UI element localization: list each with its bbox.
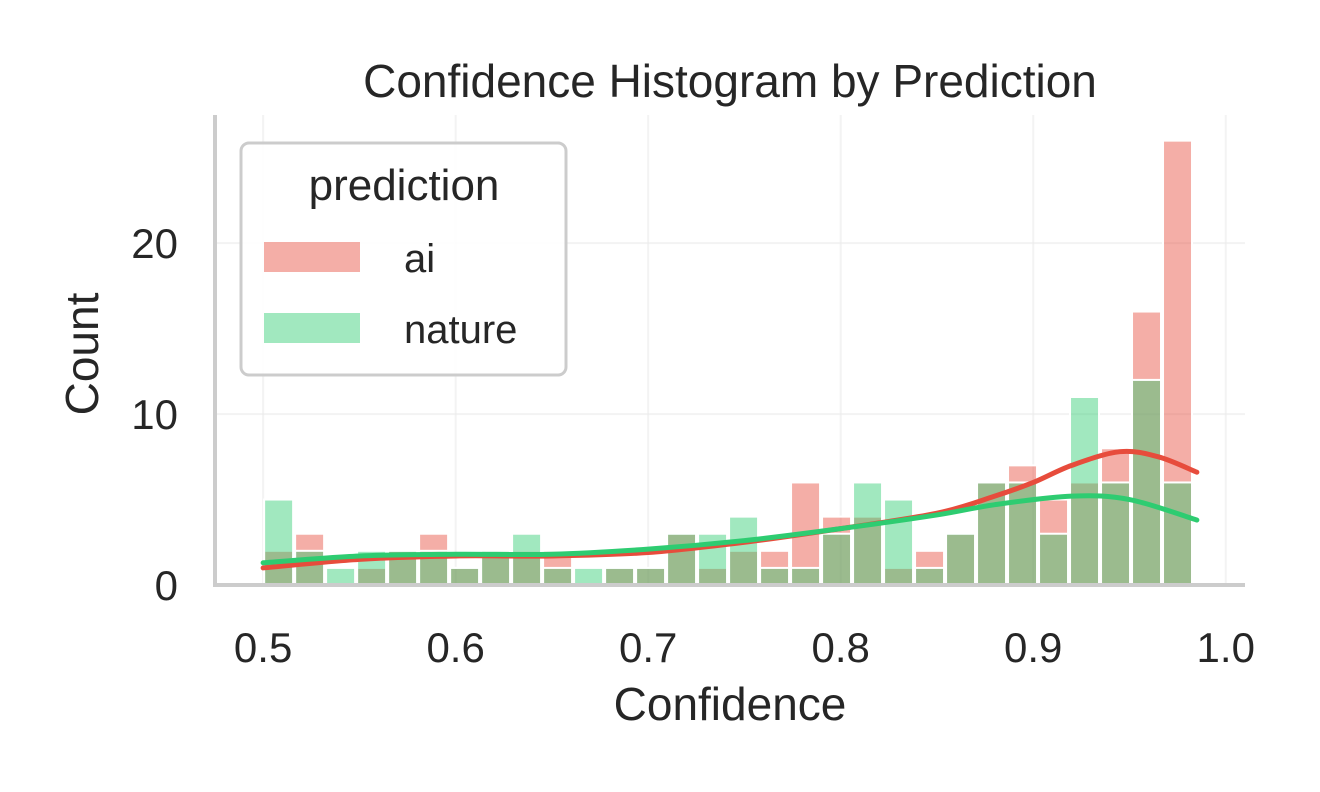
x-tick-label: 0.9 bbox=[1004, 624, 1062, 671]
y-tick-label: 0 bbox=[155, 562, 178, 609]
bar-nature bbox=[914, 566, 946, 587]
x-tick-label: 1.0 bbox=[1197, 624, 1255, 671]
bar-nature bbox=[821, 532, 853, 587]
bar-nature bbox=[852, 481, 884, 587]
legend-swatch-nature bbox=[264, 313, 360, 343]
bar-nature bbox=[263, 498, 295, 586]
bar-nature bbox=[666, 532, 698, 587]
chart-title: Confidence Histogram by Prediction bbox=[363, 55, 1097, 107]
x-tick-labels: 0.5 0.6 0.7 0.8 0.9 1.0 bbox=[234, 624, 1255, 671]
bar-nature bbox=[945, 532, 977, 587]
legend-label-nature: nature bbox=[404, 308, 517, 352]
bar-nature bbox=[573, 566, 605, 587]
x-tick-label: 0.6 bbox=[426, 624, 484, 671]
y-axis-label: Count bbox=[56, 292, 108, 415]
bar-nature bbox=[1162, 481, 1194, 587]
legend: prediction ai nature bbox=[239, 141, 568, 377]
legend-label-ai: ai bbox=[404, 237, 435, 281]
x-tick-label: 0.8 bbox=[812, 624, 870, 671]
bar-nature bbox=[325, 566, 357, 587]
x-tick-label: 0.5 bbox=[234, 624, 292, 671]
legend-title: prediction bbox=[309, 161, 500, 210]
y-tick-label: 10 bbox=[131, 391, 178, 438]
y-tick-label: 20 bbox=[131, 220, 178, 267]
bar-nature bbox=[759, 566, 791, 587]
bar-nature bbox=[728, 515, 760, 586]
bar-nature bbox=[449, 566, 481, 587]
bar-nature bbox=[542, 566, 574, 587]
x-tick-label: 0.7 bbox=[619, 624, 677, 671]
axes bbox=[213, 115, 1245, 587]
legend-box bbox=[239, 141, 568, 377]
bar-nature bbox=[604, 566, 636, 587]
bar-nature bbox=[883, 498, 915, 586]
bars-nature bbox=[263, 378, 1194, 587]
legend-swatch-ai bbox=[264, 242, 360, 272]
bar-nature bbox=[635, 566, 667, 587]
bar-nature bbox=[1069, 396, 1101, 586]
y-tick-labels: 0 10 20 bbox=[131, 220, 178, 609]
bar-ai bbox=[418, 532, 450, 587]
bar-nature bbox=[1038, 532, 1070, 587]
bar-nature bbox=[790, 566, 822, 587]
bar-nature bbox=[511, 532, 543, 587]
kde-curve-nature bbox=[260, 493, 1200, 566]
x-axis-label: Confidence bbox=[614, 678, 847, 730]
kde-curves bbox=[260, 448, 1200, 571]
bar-nature bbox=[1131, 378, 1163, 586]
